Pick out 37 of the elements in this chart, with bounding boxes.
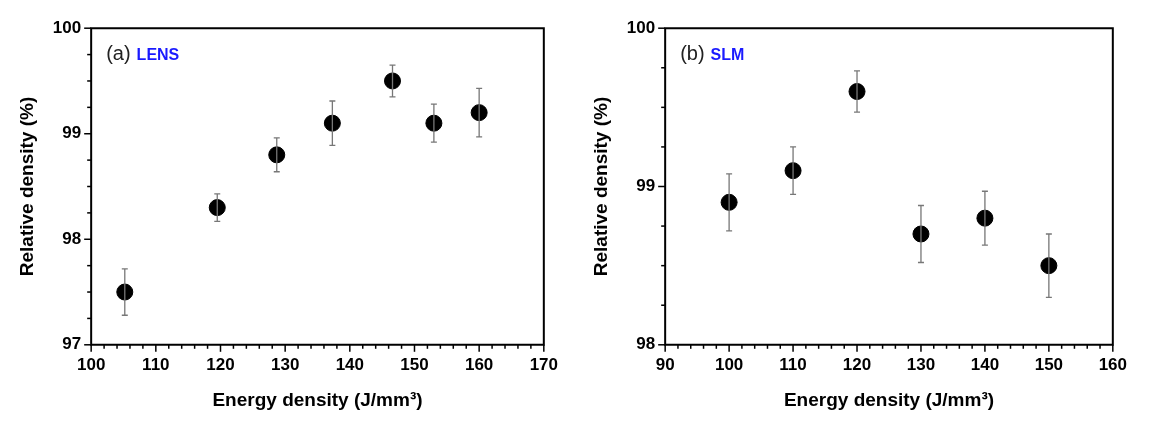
x-tick-label: 100	[714, 354, 744, 374]
x-tick-label: 160	[1098, 354, 1128, 374]
y-axis-title: Relative density (%)	[589, 96, 611, 277]
y-axis-title: Relative density (%)	[15, 96, 37, 277]
point	[268, 146, 286, 164]
annotation: (b)	[680, 42, 705, 65]
point	[384, 72, 401, 90]
x-tick-label: 150	[400, 354, 429, 374]
y-tick-label: 97	[62, 334, 82, 354]
y-tick-label: 99	[62, 123, 82, 143]
x-tick-label: 130	[270, 354, 300, 374]
y-tick-label: 100	[52, 17, 82, 37]
x-tick-label: 150	[1034, 354, 1064, 374]
x-tick-label: 100	[76, 354, 106, 374]
x-tick-label: 130	[906, 354, 936, 374]
x-tick-label: 120	[842, 354, 872, 374]
point	[116, 283, 134, 301]
point	[208, 199, 226, 217]
x-axis-title: Energy density (J/mm³)	[212, 388, 423, 410]
x-tick-label: 110	[779, 354, 807, 374]
x-tick-label: 90	[655, 354, 675, 374]
y-tick-label: 99	[636, 176, 656, 196]
annotation: (a)	[106, 42, 131, 65]
x-tick-label: 160	[464, 354, 494, 374]
x-axis-title: Energy density (J/mm³)	[783, 388, 995, 410]
point	[470, 104, 488, 122]
x-tick-label: 170	[529, 354, 559, 374]
annotation: LENS	[136, 46, 180, 64]
annotation: SLM	[710, 46, 745, 64]
x-tick-label: 110	[142, 354, 170, 374]
y-tick-label: 98	[636, 334, 656, 354]
y-tick-label: 98	[62, 228, 82, 248]
x-tick-label: 140	[335, 354, 365, 374]
x-tick-label: 120	[206, 354, 235, 374]
y-tick-label: 100	[626, 17, 656, 37]
x-tick-label: 140	[970, 354, 1000, 374]
point	[323, 114, 341, 132]
